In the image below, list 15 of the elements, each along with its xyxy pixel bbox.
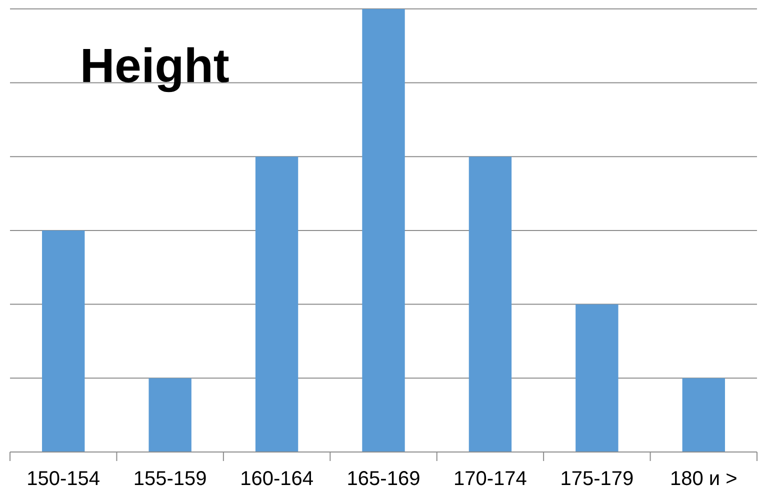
x-tick-label: 150-154 [26,468,100,490]
text: Height [80,40,230,93]
bar [42,230,85,452]
bar [148,378,192,452]
bar [255,156,298,452]
x-tick-label: 160-164 [240,468,314,490]
x-tick-label: 175-179 [560,468,634,490]
x-tick-label: 180 и > [670,468,738,490]
bar [468,156,512,452]
bar [362,9,405,452]
x-tick-label: 155-159 [133,468,207,490]
x-tick-label: 170-174 [454,468,527,490]
bar [682,378,725,452]
x-tick-label: 165-169 [346,468,420,490]
bar [576,304,618,452]
